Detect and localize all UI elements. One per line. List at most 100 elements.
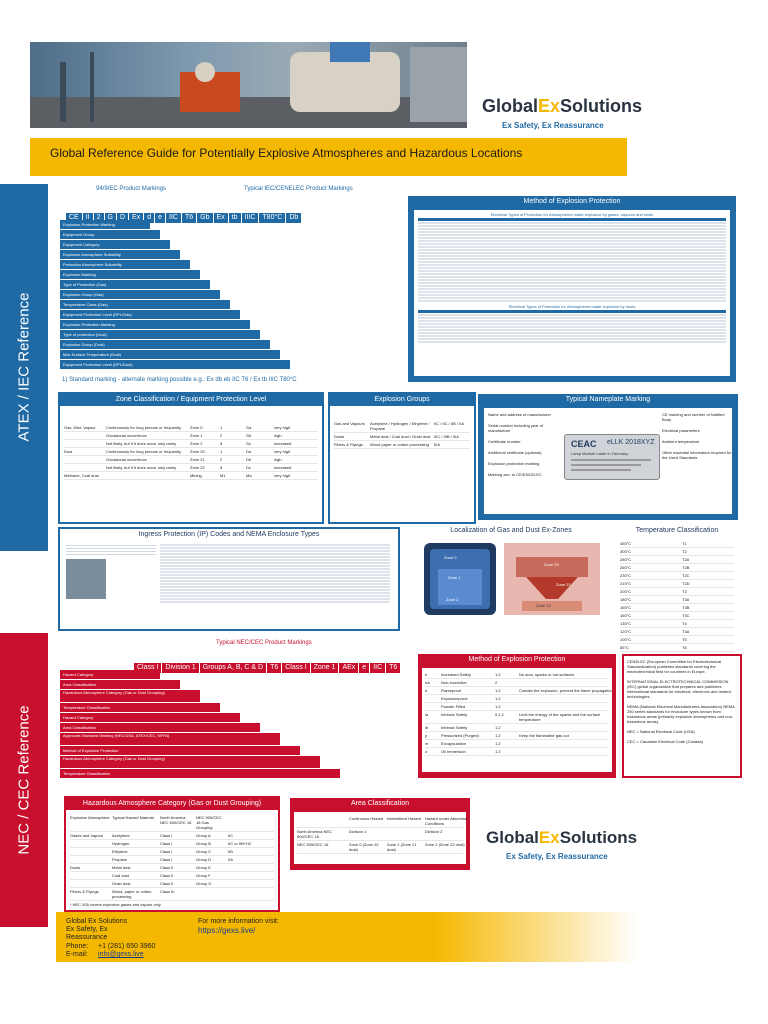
table-cell: North America NEC 500/CEC 18 [297, 829, 332, 839]
temp-panel: Temperature Classification 450°C T1 300°C T… [614, 527, 740, 652]
table-cell [425, 704, 441, 709]
table-cell: Group E [196, 865, 211, 870]
temp-row: 135°C T4 [620, 620, 734, 628]
temp-row: 160°C T3C [620, 612, 734, 620]
table-cell: Division 1 [349, 829, 367, 834]
marking-group: II [82, 213, 93, 223]
temp-row: 200°C T3 [620, 588, 734, 596]
table-cell: very high [274, 449, 291, 454]
table-cell: Wood, paper or cotton processing [112, 889, 152, 899]
localization-title: Localization of Gas and Dust Ex-Zones [450, 527, 572, 534]
table-cell: T5 [682, 637, 687, 642]
nec-side-band: NEC / CEC Reference [0, 633, 48, 927]
nameplate-label: CE marking and number of Notified Body [662, 412, 725, 422]
zone-label: Zone 21 [556, 582, 571, 587]
temp-row: 85°C T6 [620, 644, 734, 652]
brand-tagline: Ex Safety, Ex Reassurance [502, 121, 604, 130]
table-cell: IIC or IIB+H2 [228, 841, 252, 846]
nec-method-row: Explosionproof 1,2 [425, 695, 609, 703]
nec-marking-strip: Class I Division 1 Groups A, B, C & D T6 Cla… [134, 656, 401, 674]
table-cell: T2 [682, 549, 687, 554]
table-cell: 165°C [620, 605, 632, 610]
zone-label: Zone 22 [536, 603, 551, 608]
atex-method-title: Method of Explosion Protection [523, 198, 621, 205]
table-cell: Da [246, 449, 252, 454]
table-cell: Zone 1 (Zone 21 dust) [387, 842, 417, 852]
brand-tagline-2: Ex Safety, Ex Reassurance [506, 852, 608, 861]
table-cell: 100°C [620, 637, 632, 642]
footer-company: Global Ex Solutions [66, 918, 128, 925]
table-cell: T2C [682, 573, 690, 578]
table-cell: Explosionproof [441, 696, 468, 701]
orgs-panel: CENELEC (European Committee for Electrot… [622, 654, 742, 778]
marking-iic: IIC [166, 213, 181, 223]
table-cell [519, 680, 612, 685]
zone-table: Gas, Mist, Vapour Continuously for long p… [60, 406, 322, 480]
table-cell [519, 696, 612, 701]
zone-row: Occasional occurrence Zone 1 2 Gb high [64, 432, 318, 440]
footer-more-label: For more information visit: [198, 918, 279, 925]
nec-marking-label: Hazardous Atmosphere Category (Gas or Du… [60, 690, 200, 702]
table-cell: m [425, 741, 429, 746]
table-cell: IIC / IIC / IIB / IIA [434, 421, 465, 426]
ip-title: Ingress Protection (IP) Codes and NEMA E… [138, 531, 320, 538]
zone-panel: Zone Classification / Equipment Protecti… [58, 392, 324, 524]
table-cell: T3 [682, 589, 687, 594]
nameplate-label: Serial number including year of manufact… [488, 423, 544, 433]
nec-marking-label: Temperature Classification [60, 703, 220, 712]
nameplate-model: eLLK 2018XYZ [607, 439, 655, 446]
footer-phone: +1 (281) 650 3960 [98, 943, 156, 950]
footer-email-link[interactable]: info@gexs.live [98, 951, 144, 958]
nameplate-label: Explosion protection marking [488, 461, 540, 466]
hazard-title: Hazardous Atmosphere Category (Gas or Du… [66, 798, 278, 810]
footer-website-link[interactable]: https://gexs.live/ [198, 926, 256, 935]
table-cell: 3 [220, 465, 223, 470]
nec-markings-title: Typical NEC/CEC Product Markings [216, 640, 312, 646]
table-cell: Zone 2 (Zone 22 dust) [425, 842, 465, 847]
table-cell: Dc [246, 465, 251, 470]
nec-marking-label: Hazard Category [60, 713, 240, 722]
table-cell: very high [274, 473, 291, 478]
table-cell [70, 841, 112, 846]
marking-label: Equipment Group [60, 230, 160, 239]
atex-method-body: Electrical Types of Protection for Atmos… [414, 210, 730, 376]
table-cell: T4 [682, 621, 687, 626]
industrial-photo [30, 42, 467, 128]
area-row: North America NEC 500/CEC 18 Division 1 Di… [297, 828, 463, 841]
nec-marking-label: Method of Explosion Protection [60, 746, 300, 755]
table-cell [297, 816, 349, 826]
nameplate-label: Certificate number [488, 439, 521, 444]
table-cell: Not likely, but if it does occur only ra… [106, 465, 177, 470]
org-description: CENELEC (European Committee for Electrot… [627, 659, 722, 674]
nameplate-label: Electrical parameters [662, 428, 700, 433]
table-cell: Division 2 [425, 829, 443, 834]
table-cell: 1,2 [495, 733, 501, 738]
explosion-row: Fibers & Flyings Wood paper or cotton pro… [334, 441, 470, 449]
table-cell: Occasional occurrence [106, 433, 147, 438]
nameplate-label: Name and address of manufacturer [488, 412, 551, 417]
table-cell: Ma [246, 473, 252, 478]
marking-label: Type of protection (Dust) [60, 330, 260, 339]
page-title: Global Reference Guide for Potentially E… [50, 146, 523, 160]
marking-ex: Ex [129, 213, 144, 223]
nameplate-label: Other essential information required for… [662, 450, 732, 460]
marking-label: Explosion Protection Marking [60, 220, 150, 229]
table-cell: o [425, 749, 428, 754]
ip-table [160, 543, 390, 604]
nec-marking: T6 [267, 663, 282, 673]
table-cell: Ethylene [112, 849, 128, 854]
hazard-row: Explosive Atmosphere Typical Hazard Mater… [70, 814, 274, 832]
marking-category: 2 [93, 213, 104, 223]
nec-marking-label: Hazard Category [60, 670, 160, 679]
nec-marking: Class I [282, 663, 310, 673]
area-row: Continuous Hazard Intermittent Hazard Haza… [297, 815, 467, 828]
table-cell: p [425, 733, 428, 738]
nec-marking-label: Temperature Classification [60, 769, 340, 778]
table-cell: Gas, Mist, Vapour [64, 425, 96, 430]
table-cell: 120°C [620, 629, 632, 634]
temp-row: 215°C T2D [620, 580, 734, 588]
table-cell: Class II [160, 881, 174, 886]
table-cell [70, 857, 112, 862]
nec-marking: Division 1 [162, 663, 199, 673]
table-cell: nA [425, 680, 430, 685]
